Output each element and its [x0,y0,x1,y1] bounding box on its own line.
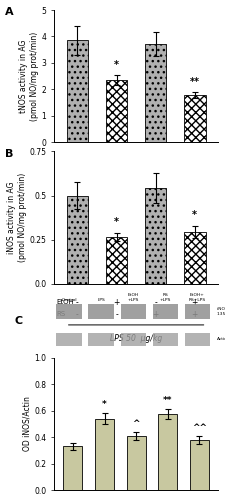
Bar [184,232,206,284]
Bar [67,196,88,284]
Text: +: + [113,298,120,307]
Text: -: - [154,298,157,307]
Text: +: + [192,156,198,166]
Bar [56,333,82,346]
Bar [106,80,127,142]
Text: +: + [192,310,198,319]
Text: +: + [192,298,198,307]
Text: *: * [192,210,197,220]
Text: *: * [102,400,107,409]
Bar [184,304,210,320]
Bar [145,188,166,284]
Text: LPS 50  μg/kg: LPS 50 μg/kg [110,192,162,202]
Text: RS: RS [56,170,65,176]
Text: EtOH: EtOH [56,158,74,164]
Bar [88,333,114,346]
Text: ^: ^ [132,419,140,428]
Text: A: A [5,8,13,18]
Text: iNOS 130-
135 KD: iNOS 130- 135 KD [217,308,225,316]
Text: EtOH+
RS+LPS: EtOH+ RS+LPS [189,293,206,302]
Text: EtOH
+LPS: EtOH +LPS [128,293,139,302]
Text: LPS: LPS [97,298,105,302]
Text: +: + [153,168,159,177]
Text: -: - [76,310,79,319]
Bar [184,96,206,142]
Bar [153,333,178,346]
Bar [121,304,146,320]
Text: **: ** [163,396,172,404]
Text: B: B [5,149,13,159]
Text: -: - [154,156,157,166]
Text: C: C [15,316,23,326]
Bar [158,414,177,490]
Bar [184,333,210,346]
Text: -: - [115,168,118,177]
Y-axis label: tNOS activity in AG
(pmol NO/mg prot/min): tNOS activity in AG (pmol NO/mg prot/min… [19,32,39,121]
Text: **: ** [190,77,200,87]
Bar [121,333,146,346]
Text: +: + [153,310,159,319]
Bar [127,436,146,490]
Text: -: - [76,168,79,177]
Text: -: - [76,156,79,166]
Bar [106,237,127,284]
Text: RS
+LPS: RS +LPS [160,293,171,302]
Bar [56,304,82,320]
Y-axis label: iNOS activity in AG
(pmol NO/mg prot/min): iNOS activity in AG (pmol NO/mg prot/min… [7,173,27,262]
Text: ^^: ^^ [192,424,207,432]
Bar [190,440,209,490]
Text: *: * [114,218,119,228]
Text: LPS 50  μg/kg: LPS 50 μg/kg [110,334,162,343]
Text: Actin: Actin [217,338,225,342]
Bar [88,304,114,320]
Text: +: + [192,168,198,177]
Bar [95,418,114,490]
Text: *: * [114,60,119,70]
Text: Control: Control [61,298,77,302]
Bar [63,446,82,490]
Text: -: - [115,310,118,319]
Y-axis label: OD iNOS/Actin: OD iNOS/Actin [22,396,32,451]
Bar [145,44,166,142]
Text: -: - [76,298,79,307]
Text: EtOH: EtOH [56,300,74,306]
Text: +: + [113,156,120,166]
Bar [67,40,88,142]
Text: RS: RS [56,312,65,318]
Bar [153,304,178,320]
